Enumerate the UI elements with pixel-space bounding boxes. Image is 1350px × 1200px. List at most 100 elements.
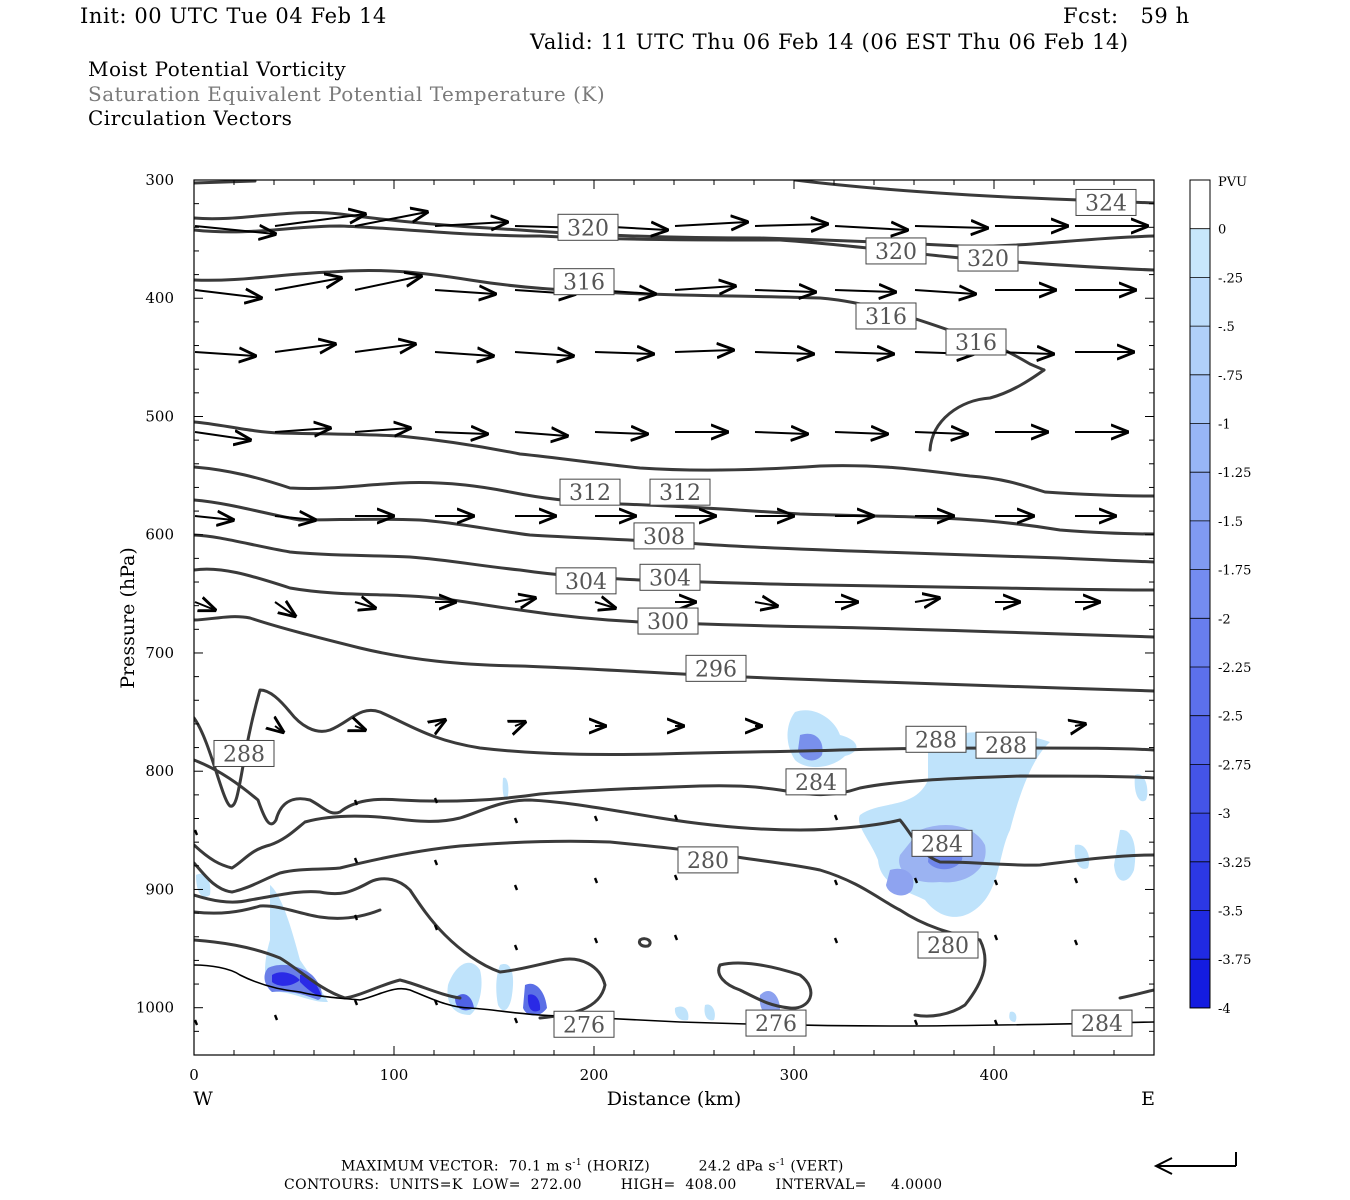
contour-label-box <box>917 931 979 959</box>
circulation-vector <box>354 276 421 291</box>
contour-label: 316 <box>563 271 605 296</box>
theta-es-contour-line <box>194 533 1154 592</box>
max-vector-vert-tag: (VERT) <box>790 1158 844 1175</box>
contour-label-box <box>1075 188 1137 216</box>
circulation-vector <box>834 290 895 292</box>
circulation-vector <box>1073 877 1079 884</box>
max-vector-horiz: 70.1 m s <box>508 1158 573 1175</box>
contour-label: 284 <box>921 832 963 857</box>
init-time-label: Init: 00 UTC Tue 04 Feb 14 <box>80 4 387 28</box>
contour-label-box <box>637 607 699 635</box>
pv-colorbar: PVU 0 -.25 -.5 -.75 -1 -1.25 -1.5 -1.75 -2 -2.25 -2… <box>1189 175 1251 1017</box>
contour-label-box <box>553 268 615 296</box>
theta-es-contour-line <box>194 615 1154 693</box>
contour-label-box <box>865 237 927 265</box>
contour-label: 320 <box>875 240 917 265</box>
contour-label: 320 <box>567 216 609 241</box>
contour-label-box <box>555 567 617 595</box>
contour-label-box <box>559 478 621 506</box>
theta-es-contour-line <box>194 420 1154 498</box>
colorbar-label: -1.5 <box>1218 515 1243 530</box>
circulation-vector <box>674 222 747 226</box>
colorbar-swatch <box>1190 813 1210 862</box>
circulation-vector <box>754 224 827 226</box>
max-vector-label: MAXIMUM VECTOR: <box>341 1158 499 1175</box>
contour-label: 316 <box>865 305 907 330</box>
circulation-vector <box>274 516 315 520</box>
theta-es-contour-line <box>194 567 1154 639</box>
forecast-hour-label: Fcst: 59 h <box>1063 4 1190 28</box>
circulation-vector <box>754 352 813 354</box>
circulation-vector <box>274 278 341 291</box>
theta-es-contour-line <box>194 938 462 1000</box>
circulation-vector <box>353 857 359 864</box>
contour-label: 324 <box>1085 191 1127 216</box>
max-vector-vert: 24.2 dPa s <box>698 1158 776 1175</box>
circulation-vector <box>514 432 567 436</box>
circulation-vector <box>434 222 507 226</box>
circulation-vector <box>913 1019 919 1026</box>
circulation-vector <box>834 352 893 354</box>
contour-label-box <box>745 1009 807 1037</box>
circulation-vector <box>993 879 999 886</box>
contour-label-box <box>685 654 747 682</box>
circulation-vector <box>674 350 733 352</box>
contour-label: 304 <box>565 570 607 595</box>
circulation-vector <box>433 859 439 866</box>
colorbar-swatch <box>1190 228 1210 278</box>
horiz-unit-exponent: -1 <box>572 1158 582 1168</box>
colorbar-label: -2.25 <box>1218 661 1251 676</box>
max-vector-line: MAXIMUM VECTOR: 70.1 m s-1 (HORIZ) 24.2 … <box>341 1158 844 1175</box>
circulation-vector <box>353 999 359 1006</box>
circulation-vector <box>754 290 815 292</box>
circulation-vector <box>353 799 359 806</box>
circulation-vector <box>993 1019 999 1026</box>
circulation-vector <box>514 598 535 602</box>
colorbar-label: -2.75 <box>1218 758 1251 773</box>
contour-label-box <box>1071 1009 1133 1037</box>
contour-label-box <box>639 563 701 591</box>
x-tick-label: 200 <box>580 1066 609 1084</box>
contour-label-box <box>957 244 1019 272</box>
circulation-vector <box>513 944 519 951</box>
circulation-vector <box>673 874 679 881</box>
circulation-vector <box>833 879 839 886</box>
circulation-vector <box>194 602 215 610</box>
x-tick-label: 100 <box>380 1066 409 1084</box>
contour-label: 296 <box>695 657 737 682</box>
y-axis: 300 400 500 600 700 800 900 1000 <box>136 171 1154 1056</box>
x-axis: 0 100 200 300 400 <box>189 180 1155 1084</box>
circulation-vector <box>754 432 807 434</box>
colorbar-label: -3.25 <box>1218 856 1251 871</box>
colorbar-swatch <box>1190 715 1210 765</box>
theta-es-contour-line <box>638 937 652 948</box>
contour-label: 320 <box>967 247 1009 272</box>
contour-label: 312 <box>659 481 701 506</box>
circulation-vector <box>434 352 493 356</box>
circulation-vector <box>194 829 199 836</box>
y-tick-label: 300 <box>145 171 174 189</box>
contour-label-box <box>975 731 1037 759</box>
pv-shading-region <box>527 994 541 1012</box>
circulation-vector <box>274 602 295 616</box>
circulation-vector <box>754 602 777 606</box>
circulation-vector <box>993 934 999 941</box>
field-title-pv: Moist Potential Vorticity <box>88 57 347 81</box>
pv-shading-region <box>859 732 1050 917</box>
colorbar-unit-label: PVU <box>1218 175 1247 190</box>
y-tick-label: 400 <box>145 289 174 307</box>
circulation-vector <box>354 212 427 227</box>
colorbar-label: -2.5 <box>1218 710 1243 725</box>
theta-es-contour-line <box>194 180 257 185</box>
contour-label-box <box>633 522 695 550</box>
theta-es-contour-line <box>793 180 1154 205</box>
theta-es-contour-line <box>928 368 1046 452</box>
colorbar-label: -.75 <box>1218 369 1243 384</box>
pv-shading-region <box>196 873 211 897</box>
colorbar-swatch <box>1190 472 1210 521</box>
circulation-vector <box>593 877 599 884</box>
contour-label-box <box>785 768 847 796</box>
terrain-line <box>194 964 1154 1027</box>
